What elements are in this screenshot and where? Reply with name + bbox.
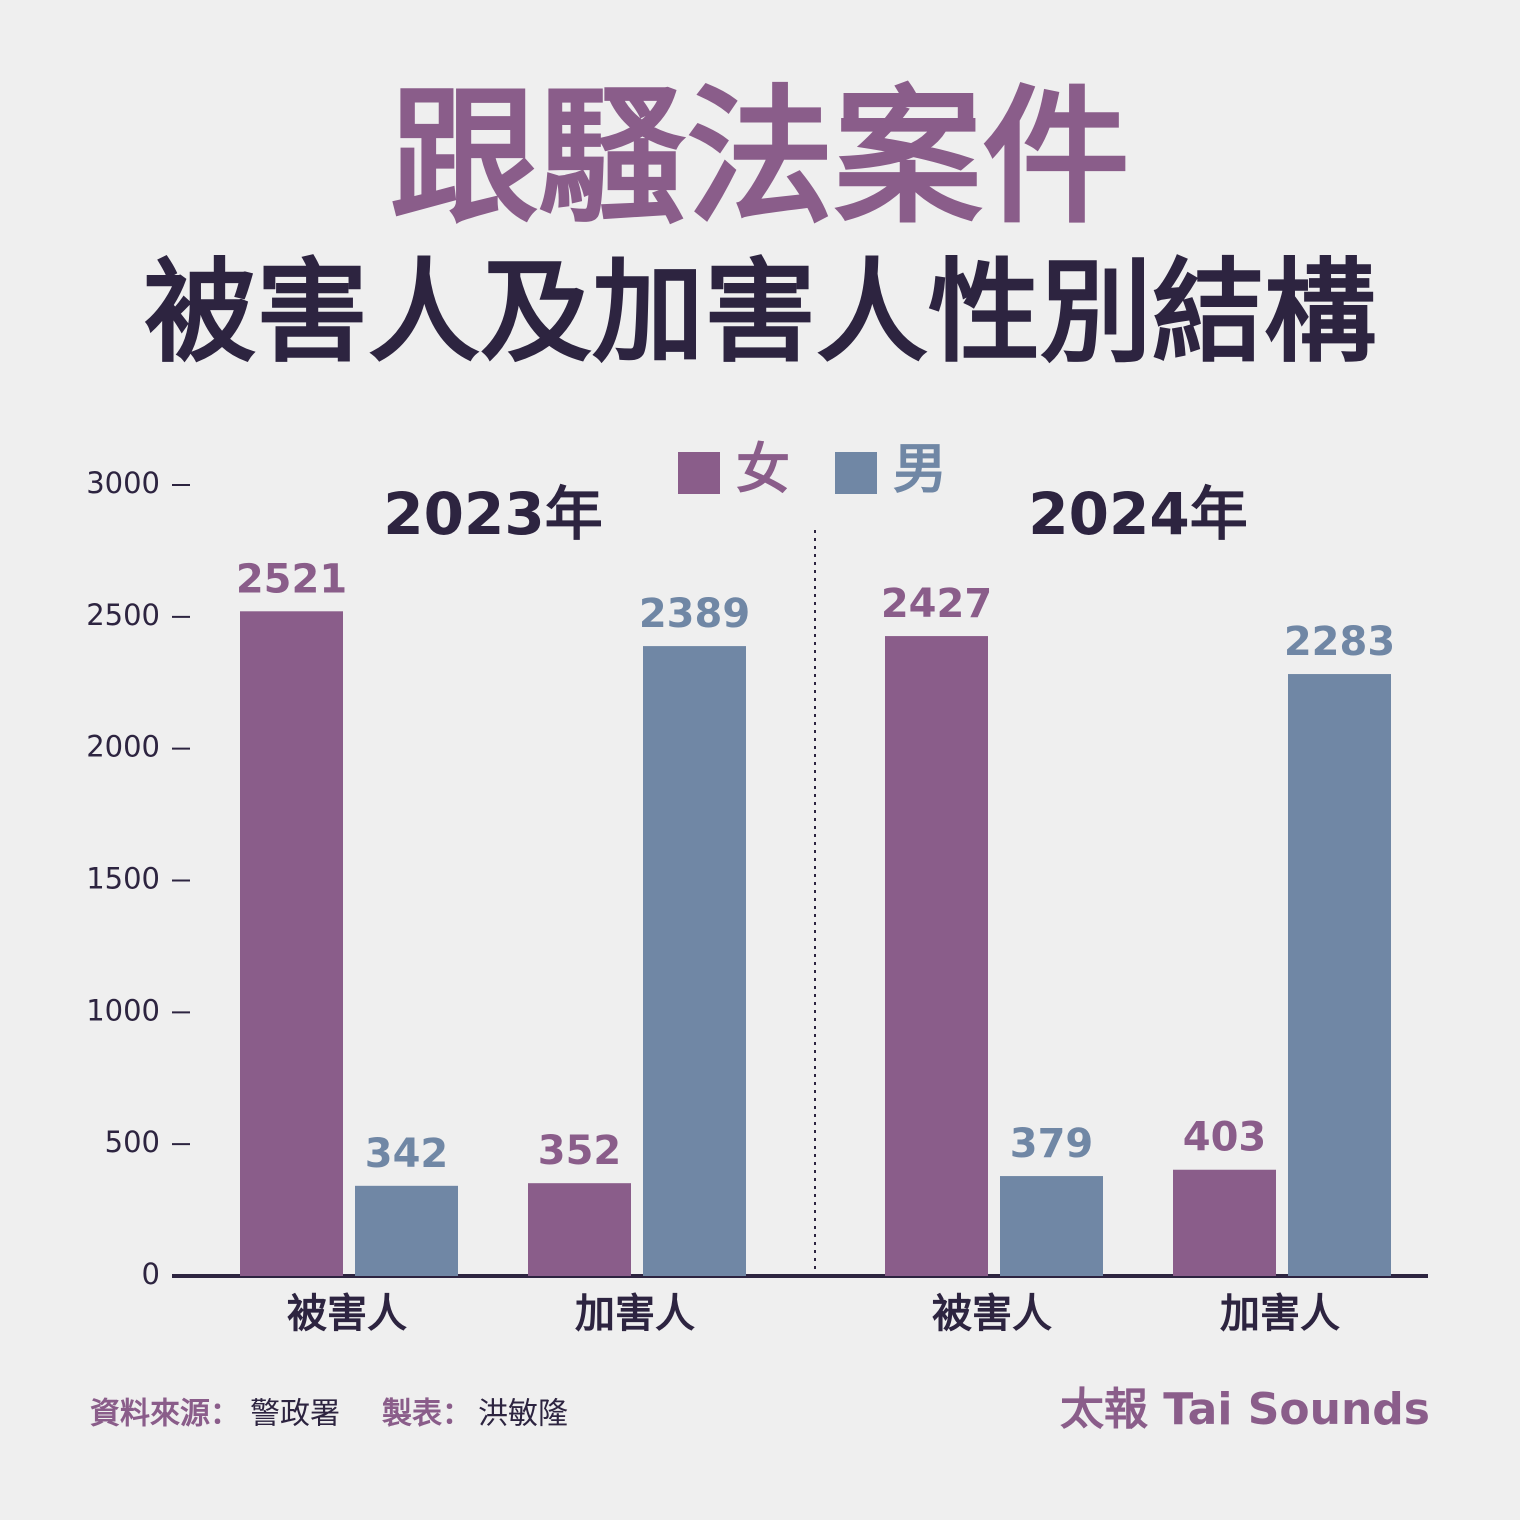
value-label: 2283 [1284, 619, 1395, 665]
author-label: 製表： [382, 1397, 472, 1432]
source: 警政署 [250, 1397, 340, 1432]
x-tick-label: 加害人 [1220, 1291, 1340, 1337]
y-tick-label: 2000 [86, 730, 160, 764]
brand: 太報 Tai Sounds [1060, 1384, 1430, 1435]
value-label: 342 [365, 1131, 449, 1177]
chart-title: 跟騷法案件 [390, 72, 1130, 244]
value-label: 2427 [881, 581, 992, 627]
legend-label: 男 [893, 438, 947, 501]
value-label: 379 [1010, 1121, 1094, 1167]
legend-swatch [678, 452, 720, 494]
y-tick-label: 2500 [86, 598, 160, 632]
x-tick-label: 被害人 [932, 1291, 1052, 1337]
chart-subtitle: 被害人及加害人性別結構 [144, 248, 1376, 378]
source-label: 資料來源： [90, 1397, 240, 1432]
legend-label: 女 [736, 438, 790, 501]
bar [1288, 674, 1391, 1276]
value-label: 403 [1183, 1115, 1267, 1161]
x-tick-label: 加害人 [575, 1291, 695, 1337]
value-label: 352 [538, 1128, 622, 1174]
bar [355, 1185, 458, 1276]
y-tick-label: 500 [105, 1125, 160, 1159]
bar [1000, 1176, 1103, 1276]
y-tick-label: 0 [142, 1257, 160, 1291]
bar [643, 646, 746, 1276]
value-label: 2521 [236, 556, 347, 602]
value-label: 2389 [639, 591, 750, 637]
bar [240, 611, 343, 1276]
bar [528, 1183, 631, 1276]
y-tick-label: 1500 [86, 862, 160, 896]
bar [885, 636, 988, 1276]
group-label: 2024年 [1028, 480, 1247, 548]
legend-swatch [835, 452, 877, 494]
bar [1173, 1169, 1276, 1276]
x-tick-label: 被害人 [287, 1291, 407, 1337]
author: 洪敏隆 [478, 1397, 568, 1432]
y-tick-label: 3000 [86, 466, 160, 500]
group-label: 2023年 [383, 480, 602, 548]
y-tick-label: 1000 [86, 993, 160, 1027]
